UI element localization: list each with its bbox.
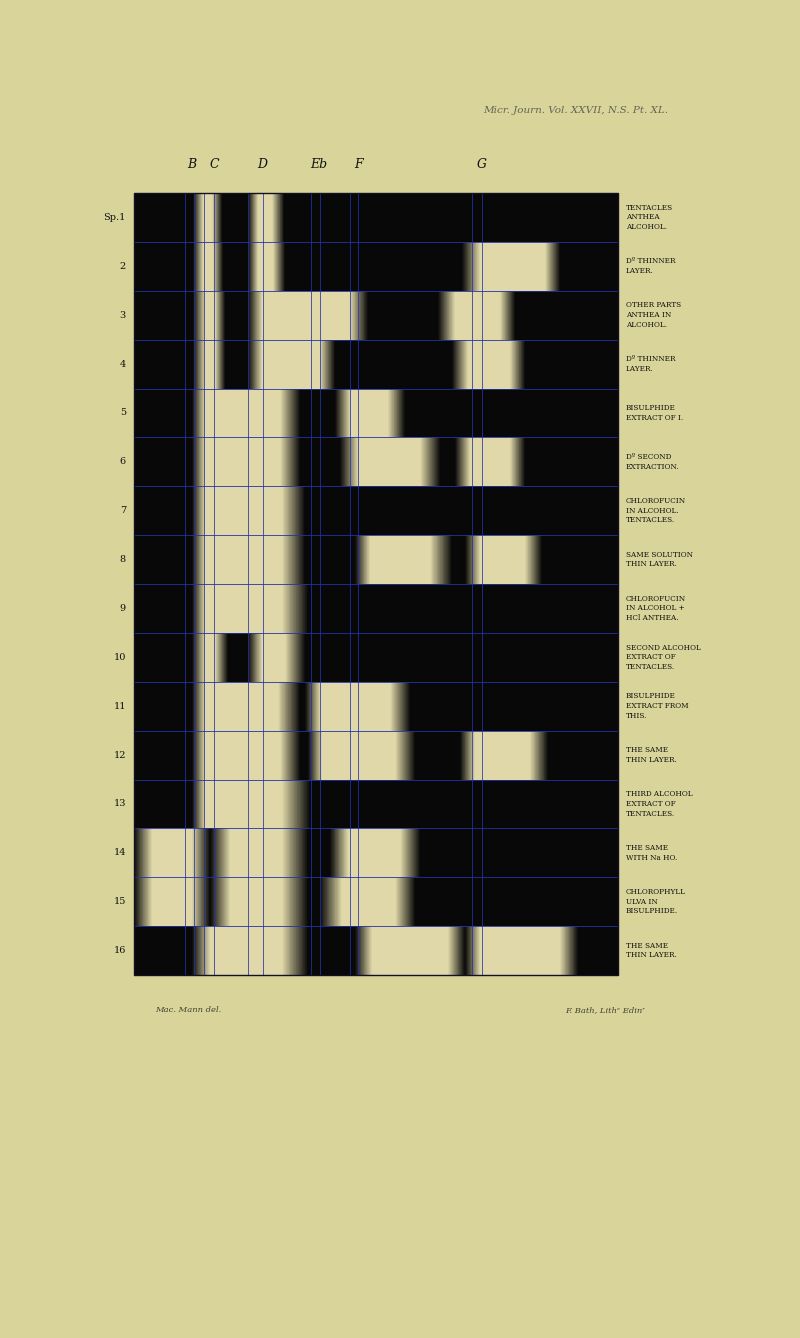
Bar: [205, 486, 282, 535]
Text: CHLOROFUCIN
IN ALCOHOL.
TENTACLES.: CHLOROFUCIN IN ALCOHOL. TENTACLES.: [626, 496, 686, 524]
Bar: [230, 878, 282, 926]
Text: 5: 5: [120, 408, 126, 417]
Bar: [262, 290, 350, 340]
Bar: [205, 290, 215, 340]
Text: 9: 9: [120, 603, 126, 613]
Text: TENTACLES
ANTHEA
ALCOHOL.: TENTACLES ANTHEA ALCOHOL.: [626, 203, 673, 231]
Bar: [210, 926, 282, 975]
Bar: [348, 828, 400, 878]
Text: 12: 12: [114, 751, 126, 760]
Text: THE SAME
THIN LAYER.: THE SAME THIN LAYER.: [626, 747, 677, 764]
Bar: [205, 633, 215, 682]
Text: 6: 6: [120, 458, 126, 467]
Bar: [205, 388, 280, 438]
Bar: [262, 340, 320, 388]
Text: Dº THINNER
LAYER.: Dº THINNER LAYER.: [626, 257, 675, 276]
Bar: [372, 926, 448, 975]
Text: OTHER PARTS
ANTHEA IN
ALCOHOL.: OTHER PARTS ANTHEA IN ALCOHOL.: [626, 301, 681, 329]
Text: 14: 14: [114, 848, 126, 858]
Text: THE SAME
THIN LAYER.: THE SAME THIN LAYER.: [626, 942, 677, 959]
Bar: [342, 878, 395, 926]
Bar: [134, 193, 618, 975]
Bar: [350, 388, 388, 438]
Text: SECOND ALCOHOL
EXTRACT OF
TENTACLES.: SECOND ALCOHOL EXTRACT OF TENTACLES.: [626, 644, 701, 672]
Text: THIRD ALCOHOL
EXTRACT OF
TENTACLES.: THIRD ALCOHOL EXTRACT OF TENTACLES.: [626, 791, 693, 818]
Bar: [152, 878, 192, 926]
Text: D: D: [257, 158, 267, 171]
Bar: [480, 926, 560, 975]
Bar: [205, 438, 280, 486]
Text: Sp.1: Sp.1: [104, 213, 126, 222]
Text: Dº THINNER
LAYER.: Dº THINNER LAYER.: [626, 355, 675, 373]
Bar: [480, 242, 545, 290]
Text: Mac. Mann del.: Mac. Mann del.: [155, 1006, 222, 1014]
Text: Micr. Journ. Vol. XXVII, N.S. Pt. XL.: Micr. Journ. Vol. XXVII, N.S. Pt. XL.: [483, 106, 669, 115]
Text: F. Bath, Lithᵉ Edinʳ: F. Bath, Lithᵉ Edinʳ: [565, 1006, 645, 1014]
Text: Dº SECOND
EXTRACTION.: Dº SECOND EXTRACTION.: [626, 452, 679, 471]
Bar: [203, 242, 213, 290]
Bar: [358, 438, 420, 486]
Text: 2: 2: [120, 262, 126, 270]
Text: G: G: [477, 158, 487, 171]
Bar: [205, 731, 280, 780]
Text: THE SAME
WITH Na HO.: THE SAME WITH Na HO.: [626, 844, 678, 862]
Text: CHLOROFUCIN
IN ALCOHOL +
HCl ANTHEA.: CHLOROFUCIN IN ALCOHOL + HCl ANTHEA.: [626, 594, 686, 622]
Bar: [134, 193, 618, 975]
Bar: [152, 828, 192, 878]
Bar: [480, 535, 525, 583]
Text: 15: 15: [114, 898, 126, 906]
Bar: [475, 731, 530, 780]
Bar: [258, 193, 272, 242]
Bar: [455, 290, 500, 340]
Bar: [205, 682, 278, 731]
Text: B: B: [187, 158, 197, 171]
Text: 4: 4: [120, 360, 126, 368]
Text: BISULPHIDE
EXTRACT FROM
THIS.: BISULPHIDE EXTRACT FROM THIS.: [626, 692, 689, 720]
Text: 3: 3: [120, 310, 126, 320]
Text: 7: 7: [120, 506, 126, 515]
Bar: [203, 193, 212, 242]
Text: Eb: Eb: [310, 158, 327, 171]
Bar: [470, 438, 510, 486]
Bar: [370, 535, 430, 583]
Text: F: F: [354, 158, 362, 171]
Bar: [258, 242, 273, 290]
Bar: [230, 828, 282, 878]
Text: 10: 10: [114, 653, 126, 662]
Bar: [322, 731, 395, 780]
Text: 8: 8: [120, 555, 126, 565]
Bar: [320, 682, 390, 731]
Bar: [205, 535, 282, 583]
Bar: [205, 780, 282, 828]
Text: BISULPHIDE
EXTRACT OF I.: BISULPHIDE EXTRACT OF I.: [626, 404, 683, 421]
Text: CHLOROPHYLL
ULVA IN
BISULPHIDE.: CHLOROPHYLL ULVA IN BISULPHIDE.: [626, 888, 686, 915]
Bar: [468, 340, 510, 388]
Text: C: C: [209, 158, 219, 171]
Text: 11: 11: [114, 701, 126, 710]
Bar: [205, 340, 215, 388]
Text: SAME SOLUTION
THIN LAYER.: SAME SOLUTION THIN LAYER.: [626, 551, 693, 569]
Bar: [205, 583, 282, 633]
Text: 16: 16: [114, 946, 126, 955]
Text: 13: 13: [114, 799, 126, 808]
Bar: [262, 633, 285, 682]
